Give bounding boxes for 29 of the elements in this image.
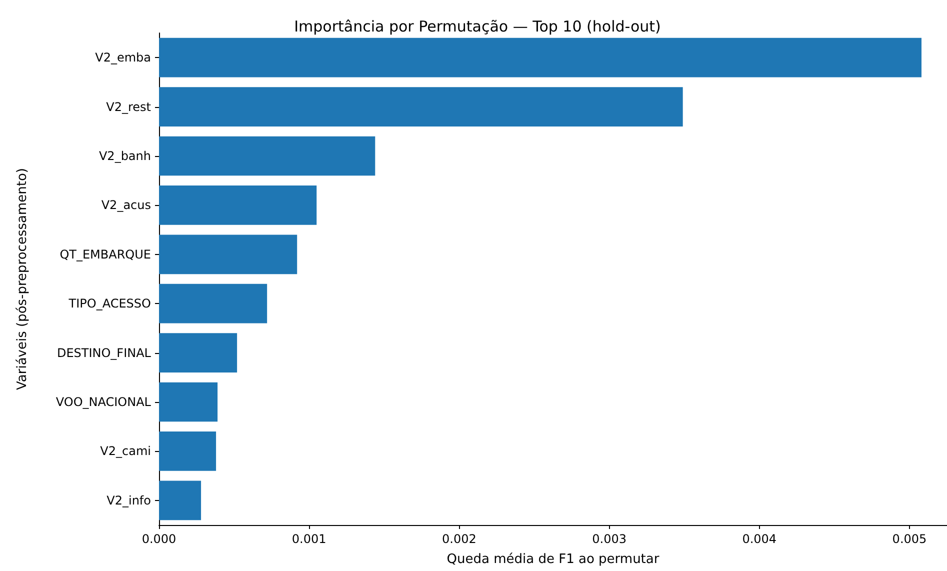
bar [159,234,298,274]
y-tick-label: V2_info [106,493,151,508]
y-tick-label: DESTINO_FINAL [56,346,152,360]
x-tick-label: 0.003 [592,532,626,546]
bar [159,186,317,225]
x-tick-label: 0.002 [442,532,476,546]
y-tick-label: V2_cami [100,444,151,458]
bar [159,480,202,520]
x-axis-title: Queda média de F1 ao permutar [446,552,660,567]
y-tick-label: V2_acus [101,198,151,212]
y-tick-label: V2_emba [95,50,151,65]
bar [159,333,238,372]
x-tick-label: 0.000 [142,532,176,546]
y-tick-label: V2_rest [106,100,152,114]
x-tick-label: 0.001 [292,532,326,546]
chart-title: Importância por Permutação — Top 10 (hold-out) [294,18,661,36]
bar [159,87,683,126]
y-tick-label: V2_banh [98,149,151,163]
bar [159,136,376,176]
y-tick-label: VOO_NACIONAL [56,395,152,409]
bar [159,38,922,78]
x-tick-label: 0.004 [742,532,777,546]
bar [159,284,268,324]
y-axis-title: Variáveis (pós-preprocessamento) [15,168,30,390]
y-tick-label: QT_EMBARQUE [60,247,151,262]
bar [159,432,216,471]
x-tick-label: 0.005 [892,532,927,546]
y-tick-label: TIPO_ACESSO [68,296,151,311]
bar [159,382,218,422]
